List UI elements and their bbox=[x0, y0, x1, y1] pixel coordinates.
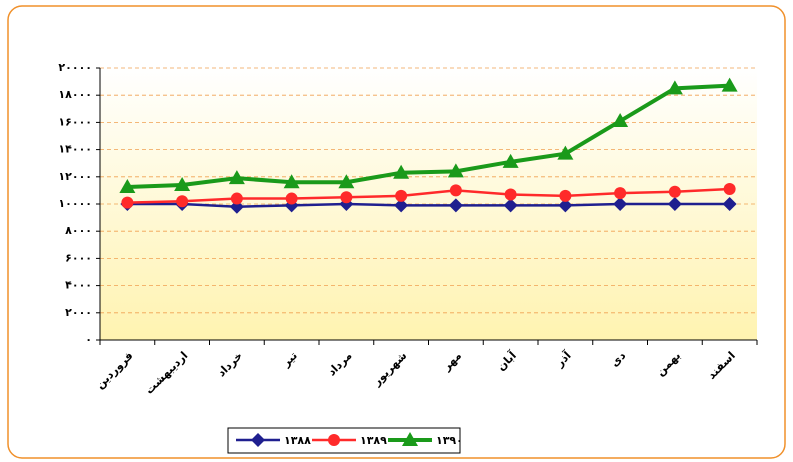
series-line bbox=[127, 83, 730, 189]
marker bbox=[228, 170, 245, 185]
marker bbox=[558, 198, 573, 213]
marker bbox=[328, 434, 340, 446]
marker bbox=[176, 195, 189, 208]
marker bbox=[613, 197, 628, 211]
marker bbox=[448, 198, 463, 213]
marker bbox=[230, 192, 243, 205]
y-tick-label: ۱۲۰۰۰ bbox=[58, 170, 92, 183]
y-tick-label: ۱۶۰۰۰ bbox=[58, 115, 92, 128]
marker bbox=[251, 433, 265, 447]
marker bbox=[721, 77, 738, 92]
marker bbox=[504, 188, 517, 201]
series-line bbox=[127, 202, 730, 208]
y-tick-label: ۶۰۰۰ bbox=[65, 251, 92, 264]
marker bbox=[340, 191, 353, 204]
marker bbox=[393, 164, 410, 179]
legend-label: ۱۳۹۰ bbox=[436, 434, 463, 447]
marker bbox=[121, 196, 134, 209]
y-tick-label: ۸۰۰۰ bbox=[65, 224, 92, 237]
y-tick-label: ۴۰۰۰ bbox=[65, 279, 92, 292]
marker bbox=[503, 198, 518, 213]
y-tick-label: ۲۰۰۰ bbox=[65, 306, 92, 319]
marker bbox=[395, 189, 408, 202]
marker bbox=[723, 183, 736, 196]
marker bbox=[667, 197, 682, 211]
marker bbox=[174, 176, 191, 191]
marker bbox=[283, 174, 300, 189]
y-tick-label: ۰ bbox=[85, 333, 92, 346]
legend-label: ۱۳۸۹ bbox=[360, 434, 387, 447]
marker bbox=[394, 198, 409, 213]
legend-label: ۱۳۸۸ bbox=[284, 434, 311, 447]
y-tick-label: ۱۴۰۰۰ bbox=[58, 143, 92, 156]
marker bbox=[668, 185, 681, 198]
marker bbox=[402, 432, 418, 446]
marker bbox=[502, 153, 519, 168]
y-tick-label: ۲۰۰۰۰ bbox=[58, 61, 92, 74]
marker bbox=[559, 189, 572, 202]
marker bbox=[338, 174, 355, 189]
marker bbox=[666, 80, 683, 95]
marker bbox=[119, 179, 136, 193]
marker bbox=[285, 192, 298, 205]
y-tick-label: ۱۸۰۰۰ bbox=[58, 88, 92, 101]
y-tick-label: ۱۰۰۰۰ bbox=[58, 197, 92, 210]
marker bbox=[612, 113, 629, 128]
marker bbox=[449, 184, 462, 197]
marker bbox=[614, 187, 627, 200]
marker bbox=[557, 145, 574, 160]
series-line bbox=[127, 187, 730, 204]
marker bbox=[447, 163, 464, 178]
marker bbox=[722, 197, 737, 211]
